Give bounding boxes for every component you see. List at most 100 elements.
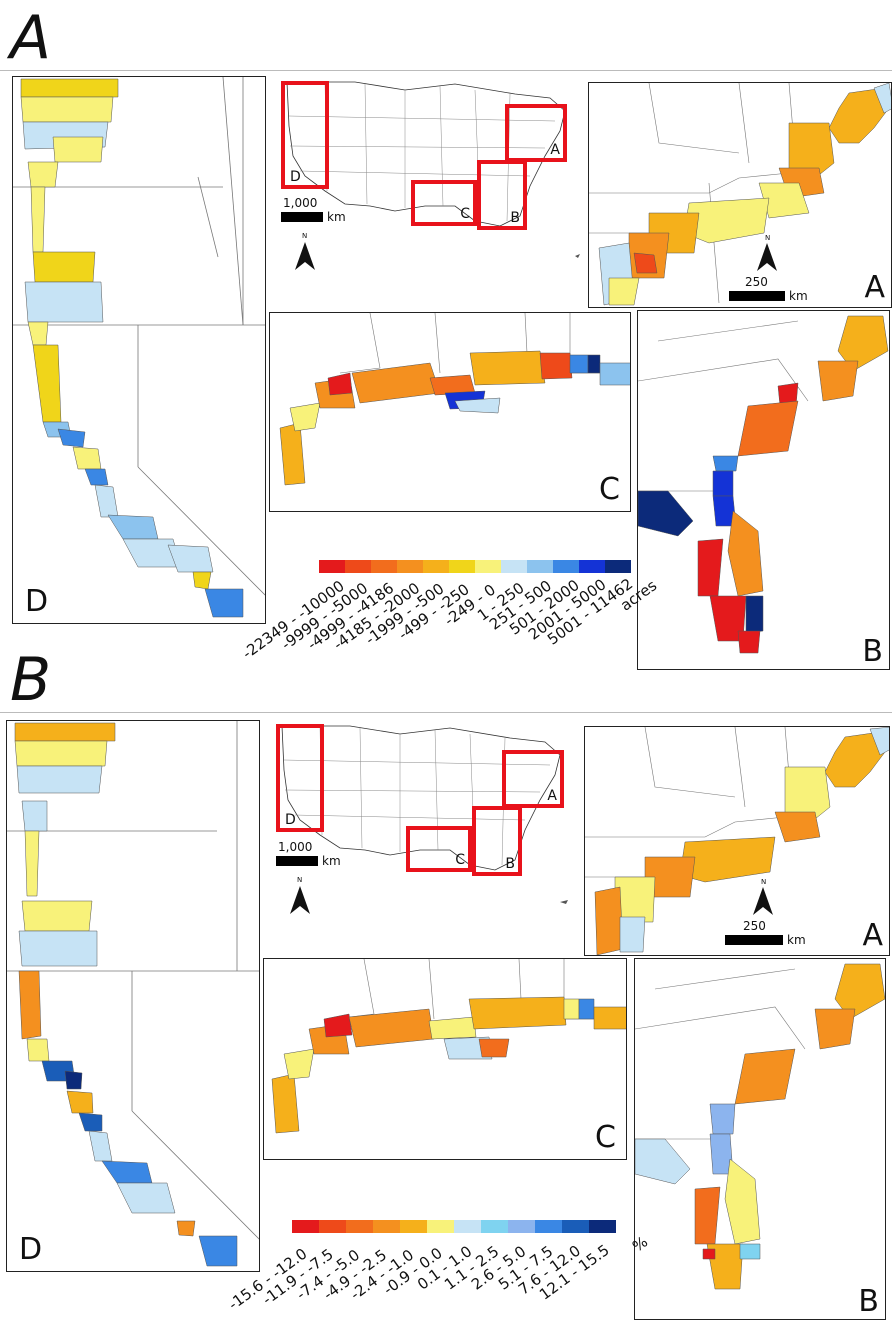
inset-a-scale-bar bbox=[725, 935, 783, 945]
region bbox=[167, 544, 214, 573]
legend-swatch bbox=[589, 1220, 616, 1233]
legend-swatch bbox=[371, 560, 397, 573]
region bbox=[563, 998, 580, 1020]
north-arrow-icon bbox=[753, 887, 773, 915]
inset-a-scale-value: 250 bbox=[745, 275, 768, 289]
region bbox=[727, 510, 764, 597]
locator-box-a[interactable]: A bbox=[502, 750, 564, 808]
legend-swatch bbox=[427, 1220, 454, 1233]
region bbox=[869, 727, 889, 756]
region bbox=[608, 277, 640, 306]
inset-d-map: D bbox=[6, 720, 260, 1272]
northeast-svg bbox=[585, 727, 889, 955]
overview-north-label: N bbox=[297, 876, 303, 884]
region bbox=[176, 1220, 196, 1237]
overview-scale-unit: km bbox=[327, 210, 346, 224]
legend-swatch bbox=[400, 1220, 427, 1233]
legend-swatch bbox=[449, 560, 475, 573]
legend-swatch bbox=[501, 560, 527, 573]
region bbox=[271, 1073, 300, 1134]
top-divider bbox=[0, 70, 892, 71]
region bbox=[283, 1048, 315, 1080]
region bbox=[101, 1160, 153, 1184]
region bbox=[32, 251, 96, 283]
southeast-svg bbox=[638, 315, 889, 654]
overview-map-b: D A B C 1,000 km N bbox=[270, 720, 580, 930]
region bbox=[116, 1182, 176, 1214]
region bbox=[32, 344, 62, 423]
region bbox=[587, 354, 601, 374]
overview-north-label: N bbox=[302, 232, 308, 240]
inset-a-label: A bbox=[864, 270, 885, 305]
region bbox=[66, 1090, 94, 1114]
north-arrow-icon bbox=[295, 242, 315, 270]
region bbox=[64, 1070, 83, 1090]
region bbox=[327, 372, 353, 396]
inset-b-label: B bbox=[858, 1284, 879, 1319]
inset-a-map: N 250 km A bbox=[588, 82, 892, 308]
region bbox=[834, 963, 885, 1020]
locator-box-c[interactable]: C bbox=[411, 180, 477, 226]
region bbox=[702, 1248, 716, 1260]
us-outline-svg bbox=[286, 81, 580, 258]
figure-letter-a: A bbox=[10, 3, 52, 73]
locator-box-c-label: C bbox=[455, 852, 465, 868]
region bbox=[14, 722, 116, 742]
region bbox=[78, 1112, 103, 1132]
region bbox=[739, 1243, 761, 1260]
region bbox=[454, 397, 501, 414]
locator-box-a-label: A bbox=[547, 788, 557, 804]
legend-swatch bbox=[579, 560, 605, 573]
legend-swatch bbox=[605, 560, 631, 573]
locator-box-b[interactable]: B bbox=[472, 806, 522, 876]
gulf-coast-svg bbox=[279, 313, 630, 486]
middle-divider bbox=[0, 712, 892, 713]
region bbox=[694, 1186, 721, 1245]
region bbox=[478, 1038, 510, 1058]
region bbox=[712, 455, 739, 472]
figure-letter-b: B bbox=[10, 645, 52, 715]
region bbox=[633, 252, 658, 274]
region bbox=[107, 514, 159, 540]
inset-d-label: D bbox=[19, 1232, 43, 1267]
legend-swatch bbox=[345, 560, 371, 573]
locator-box-b-label: B bbox=[510, 210, 520, 226]
north-arrow-icon bbox=[290, 886, 310, 914]
region bbox=[20, 96, 114, 123]
legend-a: -22349 - -10000 -9999 - -5000 -4999 - -418… bbox=[239, 560, 660, 663]
locator-box-d[interactable]: D bbox=[281, 81, 329, 189]
region bbox=[569, 354, 589, 374]
region bbox=[594, 886, 624, 955]
locator-box-b-label: B bbox=[505, 856, 515, 872]
locator-box-b[interactable]: B bbox=[477, 160, 527, 230]
inset-a-north-label: N bbox=[761, 878, 767, 886]
region bbox=[638, 490, 694, 537]
region bbox=[27, 161, 59, 188]
legend-swatch bbox=[481, 1220, 508, 1233]
region bbox=[697, 538, 724, 597]
locator-box-d-label: D bbox=[285, 812, 296, 828]
legend-swatch bbox=[319, 560, 345, 573]
region bbox=[468, 996, 567, 1030]
region bbox=[737, 400, 799, 457]
region bbox=[873, 83, 891, 114]
region bbox=[428, 1016, 477, 1040]
inset-c-label: C bbox=[599, 472, 620, 507]
locator-box-d[interactable]: D bbox=[276, 724, 324, 832]
region bbox=[351, 362, 441, 404]
locator-box-a-label: A bbox=[550, 142, 560, 158]
inset-c-map: C bbox=[263, 958, 627, 1160]
region bbox=[712, 470, 734, 497]
legend-swatch bbox=[527, 560, 553, 573]
inset-a-map: N 250 km A bbox=[584, 726, 890, 956]
locator-box-a[interactable]: A bbox=[505, 104, 567, 162]
region bbox=[20, 78, 119, 98]
region bbox=[27, 321, 49, 346]
region bbox=[724, 1158, 761, 1245]
legend-swatch bbox=[346, 1220, 373, 1233]
overview-scale-value: 1,000 bbox=[278, 840, 313, 854]
inset-a-north-label: N bbox=[765, 234, 771, 242]
inset-a-scale-bar bbox=[729, 291, 785, 301]
locator-box-c[interactable]: C bbox=[406, 826, 472, 872]
north-arrow-icon bbox=[757, 243, 777, 271]
